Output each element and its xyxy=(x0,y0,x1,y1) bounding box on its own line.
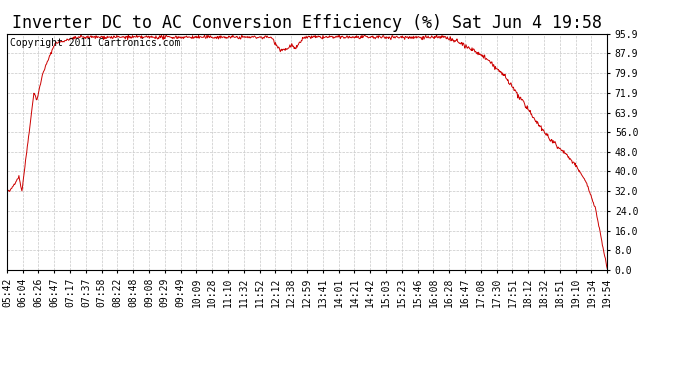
Title: Inverter DC to AC Conversion Efficiency (%) Sat Jun 4 19:58: Inverter DC to AC Conversion Efficiency … xyxy=(12,14,602,32)
Text: Copyright 2011 Cartronics.com: Copyright 2011 Cartronics.com xyxy=(10,39,180,48)
